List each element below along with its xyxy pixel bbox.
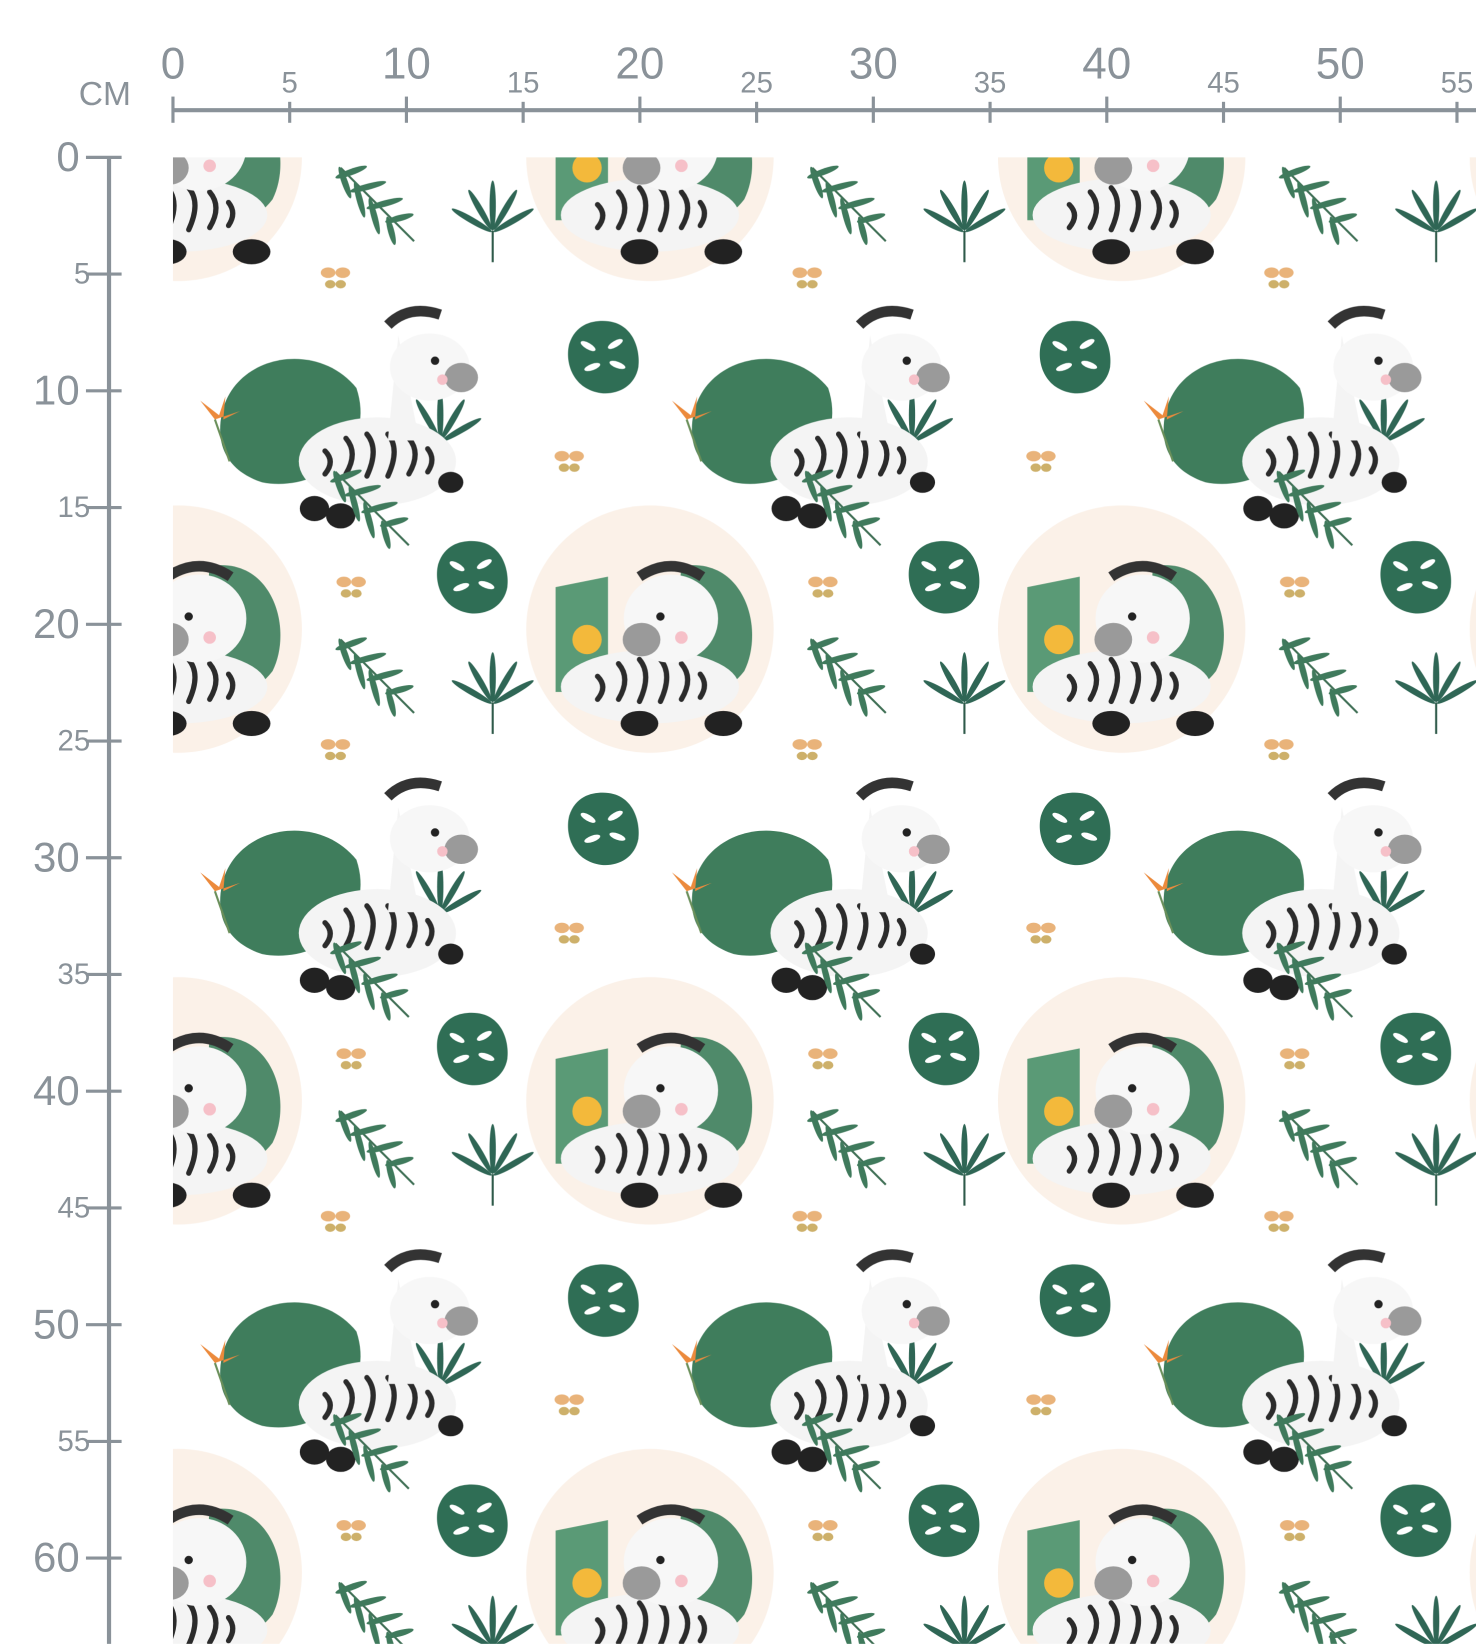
x-tick-label: 0 bbox=[161, 40, 185, 89]
x-tick-label: 10 bbox=[382, 40, 431, 89]
x-tick-label: 25 bbox=[740, 66, 773, 99]
x-tick-label: 45 bbox=[1207, 66, 1240, 99]
y-tick-label: 5 bbox=[74, 258, 90, 291]
x-tick-label: 40 bbox=[1082, 40, 1131, 89]
x-tick-label: 5 bbox=[282, 66, 298, 99]
y-tick-label: 60 bbox=[33, 1534, 80, 1581]
y-tick-label: 45 bbox=[58, 1191, 91, 1224]
y-tick-label: 40 bbox=[33, 1067, 80, 1114]
y-tick-label: 55 bbox=[58, 1425, 91, 1458]
unit-label: CM bbox=[79, 76, 131, 113]
y-tick-label: 35 bbox=[58, 958, 91, 991]
x-tick-label: 15 bbox=[507, 66, 540, 99]
fabric-pattern bbox=[172, 157, 1476, 1644]
y-tick-label: 30 bbox=[33, 833, 80, 880]
x-tick-label: 55 bbox=[1441, 66, 1474, 99]
y-tick-label: 20 bbox=[33, 600, 80, 647]
x-tick-label: 30 bbox=[849, 40, 898, 89]
x-tick-label: 20 bbox=[615, 40, 664, 89]
y-tick-label: 50 bbox=[33, 1300, 80, 1347]
y-tick-label: 10 bbox=[33, 366, 80, 413]
y-tick-label: 15 bbox=[58, 491, 91, 524]
x-tick-label: 35 bbox=[974, 66, 1007, 99]
x-tick-label: 50 bbox=[1316, 40, 1365, 89]
y-tick-label: 0 bbox=[56, 133, 79, 180]
y-tick-label: 25 bbox=[58, 724, 91, 757]
